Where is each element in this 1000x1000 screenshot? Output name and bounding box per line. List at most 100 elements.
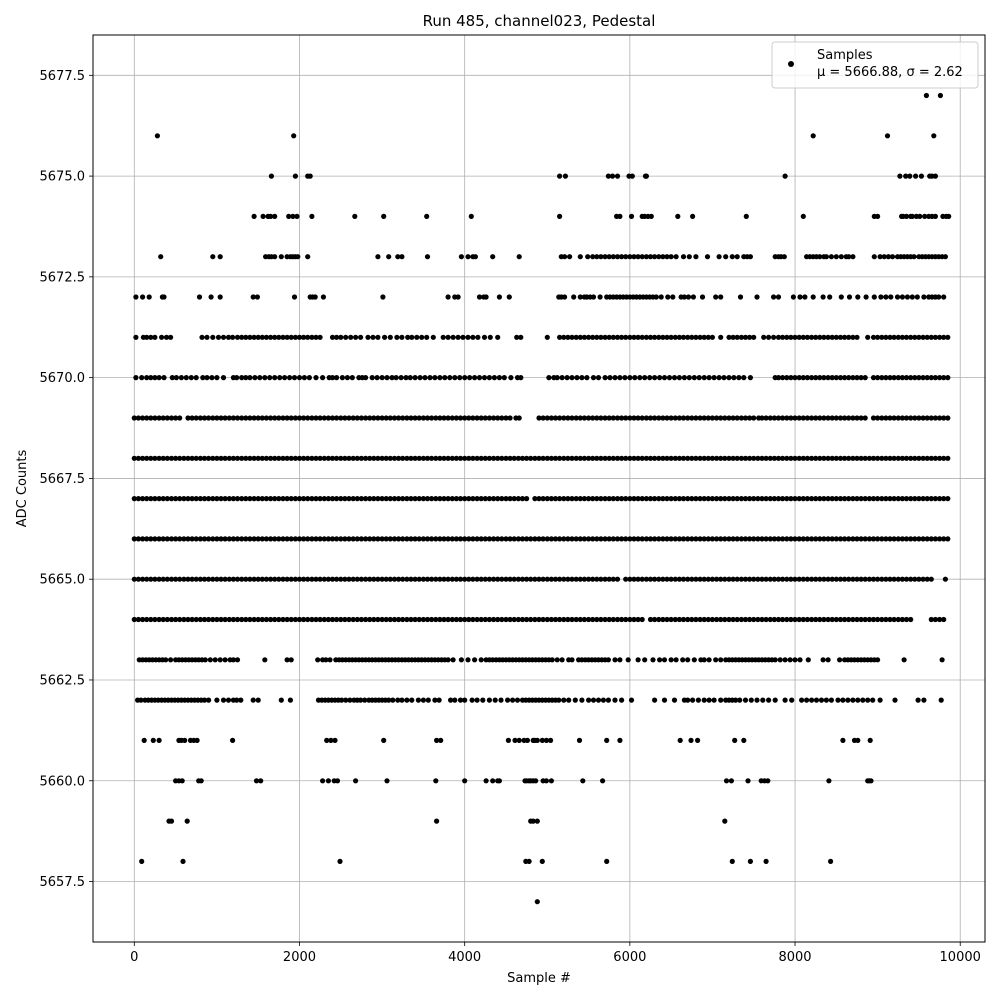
data-point [164, 415, 170, 421]
data-point [196, 294, 203, 300]
data-point [437, 415, 443, 421]
data-point [325, 576, 331, 582]
data-point [899, 334, 906, 340]
data-point [179, 778, 185, 784]
data-point [528, 576, 534, 582]
data-point [821, 415, 827, 421]
data-point [800, 213, 806, 219]
data-point [181, 616, 187, 623]
data-point [313, 375, 319, 381]
data-point [718, 496, 724, 502]
data-point [755, 576, 761, 582]
data-point [450, 657, 456, 663]
data-point [928, 375, 934, 381]
data-point [688, 737, 694, 744]
data-point [197, 455, 203, 461]
data-point [282, 375, 288, 381]
data-point [476, 375, 483, 381]
data-point [321, 536, 327, 542]
data-point [937, 375, 943, 381]
data-point [548, 576, 555, 582]
data-point [883, 496, 889, 502]
data-point [210, 254, 216, 260]
data-point [383, 536, 389, 542]
data-point [483, 294, 489, 300]
data-point [918, 173, 925, 179]
data-point [689, 455, 695, 461]
data-point [627, 415, 633, 421]
data-point [846, 334, 852, 340]
data-point [709, 455, 716, 461]
data-point [391, 415, 398, 421]
data-point [887, 496, 893, 502]
data-point [883, 294, 889, 300]
data-point [379, 576, 385, 582]
data-point [941, 294, 947, 300]
data-point [920, 576, 926, 582]
data-point [829, 415, 835, 421]
data-point [569, 375, 575, 381]
data-point [627, 536, 633, 542]
data-point [763, 858, 769, 865]
data-point [850, 415, 856, 421]
data-point [846, 415, 852, 421]
data-point [701, 334, 707, 340]
data-point [823, 697, 830, 703]
data-point [577, 334, 583, 340]
data-point [581, 415, 588, 421]
data-point [234, 334, 241, 340]
data-point [858, 616, 864, 623]
data-point [375, 576, 381, 582]
data-point [899, 616, 906, 623]
data-point [200, 375, 206, 381]
data-point [732, 737, 738, 744]
data-point [647, 616, 654, 623]
data-point [782, 657, 788, 663]
data-point [685, 294, 692, 300]
data-point [895, 616, 901, 623]
data-point [945, 334, 951, 340]
data-point [606, 415, 612, 421]
data-point [408, 576, 414, 582]
data-point [412, 536, 418, 542]
data-point [701, 536, 707, 542]
data-point [903, 496, 910, 502]
data-point [784, 616, 790, 623]
data-point [140, 576, 146, 582]
data-point [292, 173, 298, 179]
data-point [178, 375, 184, 381]
data-point [350, 616, 356, 623]
data-point [729, 858, 735, 865]
data-point [945, 375, 951, 381]
data-point [226, 536, 232, 542]
data-point [610, 334, 616, 340]
data-point [408, 496, 414, 502]
data-point [813, 616, 819, 623]
data-point [163, 334, 170, 340]
data-point [759, 455, 765, 461]
data-point [737, 697, 743, 703]
data-point [590, 496, 596, 502]
data-point [590, 254, 596, 260]
data-point [828, 697, 835, 703]
data-point [883, 576, 889, 582]
data-point [400, 616, 406, 623]
data-point [185, 616, 191, 623]
data-point [734, 576, 740, 582]
data-point [379, 536, 385, 542]
data-point [899, 496, 906, 502]
data-point [524, 737, 531, 744]
data-point [313, 496, 319, 502]
data-point [329, 415, 336, 421]
data-point [714, 496, 720, 502]
data-point [804, 415, 811, 421]
data-point [652, 415, 658, 421]
data-point [220, 375, 227, 381]
data-point [384, 778, 390, 784]
data-point [695, 697, 702, 703]
data-point [375, 616, 381, 623]
data-point [152, 576, 158, 582]
data-point [652, 616, 658, 623]
data-point [185, 536, 191, 542]
data-point [813, 697, 820, 703]
